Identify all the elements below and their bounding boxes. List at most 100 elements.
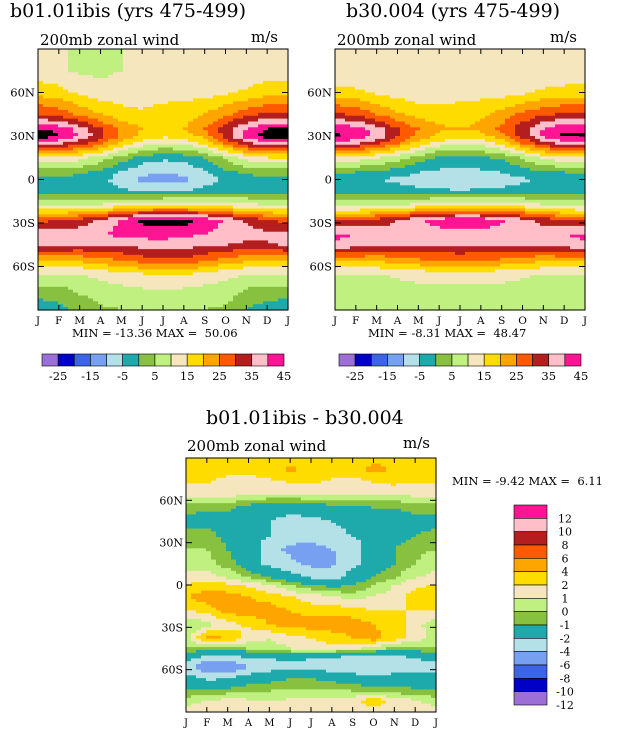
heatmap-cell — [128, 141, 134, 146]
heatmap-cell — [253, 260, 259, 265]
heatmap-cell — [183, 51, 189, 56]
heatmap-cell — [63, 269, 69, 273]
heatmap-cell — [173, 208, 179, 212]
heatmap-cell — [335, 298, 341, 302]
heatmap-cell — [98, 176, 104, 181]
heatmap-cell — [198, 275, 204, 279]
heatmap-cell — [198, 217, 204, 221]
heatmap-cell — [188, 182, 194, 186]
heatmap-cell — [283, 83, 289, 88]
heatmap-cell — [138, 220, 144, 224]
heatmap-cell — [273, 246, 279, 250]
heatmap-cell — [123, 144, 129, 149]
heatmap-cell — [73, 51, 79, 56]
heatmap-cell — [263, 51, 269, 56]
heatmap-cell — [143, 98, 149, 102]
heatmap-cell — [283, 254, 289, 259]
heatmap-cell — [238, 176, 244, 181]
heatmap-cell — [193, 205, 199, 210]
heatmap-cell — [208, 272, 214, 276]
heatmap-cell — [153, 191, 159, 195]
heatmap-cell — [83, 205, 89, 210]
heatmap-cell — [258, 254, 264, 259]
heatmap-cell — [168, 150, 174, 154]
heatmap-cell — [113, 118, 119, 123]
heatmap-cell — [168, 89, 174, 94]
heatmap-cell — [350, 141, 356, 146]
heatmap-cell — [263, 304, 269, 308]
heatmap-cell — [203, 144, 209, 149]
heatmap-cell — [183, 217, 189, 221]
heatmap-cell — [38, 252, 44, 256]
heatmap-cell — [263, 214, 269, 218]
heatmap-cell — [78, 49, 84, 53]
heatmap-cell — [53, 49, 59, 53]
heatmap-cell — [278, 75, 284, 79]
heatmap-cell — [243, 234, 249, 239]
heatmap-cell — [188, 107, 194, 111]
heatmap-cell — [178, 98, 184, 102]
heatmap-cell — [183, 269, 189, 273]
heatmap-cell — [218, 246, 224, 250]
heatmap-cell — [193, 165, 199, 169]
heatmap-cell — [228, 275, 234, 279]
heatmap-cell — [143, 86, 149, 91]
heatmap-cell — [208, 165, 214, 169]
heatmap-cell — [108, 63, 114, 67]
heatmap-cell — [350, 240, 356, 244]
heatmap-cell — [93, 257, 99, 262]
heatmap-cell — [108, 199, 114, 204]
heatmap-cell — [133, 60, 139, 65]
heatmap-cell — [43, 202, 49, 207]
heatmap-cell — [143, 54, 149, 59]
heatmap-cell — [113, 225, 119, 230]
heatmap-cell — [108, 289, 114, 294]
heatmap-cell — [88, 298, 94, 302]
heatmap-cell — [68, 237, 74, 241]
heatmap-cell — [258, 89, 264, 94]
heatmap-cell — [128, 176, 134, 181]
heatmap-cell — [283, 170, 289, 175]
heatmap-cell — [53, 257, 59, 262]
heatmap-cell — [113, 144, 119, 149]
panel1-units: m/s — [251, 28, 278, 46]
heatmap-cell — [340, 237, 346, 241]
heatmap-cell — [243, 240, 249, 244]
heatmap-cell — [228, 295, 234, 299]
heatmap-cell — [213, 283, 219, 288]
heatmap-cell — [128, 275, 134, 279]
heatmap-cell — [223, 252, 229, 256]
heatmap-cell — [243, 167, 249, 172]
heatmap-cell — [183, 194, 189, 198]
heatmap-cell — [148, 283, 154, 288]
heatmap-cell — [93, 86, 99, 91]
heatmap-cell — [83, 283, 89, 288]
heatmap-cell — [163, 225, 169, 230]
heatmap-cell — [53, 252, 59, 256]
heatmap-cell — [228, 92, 234, 96]
heatmap-cell — [283, 153, 289, 157]
heatmap-cell — [113, 63, 119, 67]
heatmap-cell — [263, 60, 269, 65]
heatmap-cell — [283, 292, 289, 297]
heatmap-cell — [283, 98, 289, 102]
heatmap-cell — [213, 109, 219, 114]
heatmap-cell — [345, 194, 351, 198]
heatmap-cell — [78, 191, 84, 195]
heatmap-cell — [173, 269, 179, 273]
heatmap-cell — [163, 252, 169, 256]
heatmap-cell — [78, 196, 84, 201]
heatmap-cell — [183, 202, 189, 207]
heatmap-cell — [83, 141, 89, 146]
heatmap-cell — [248, 301, 254, 305]
heatmap-cell — [178, 295, 184, 299]
heatmap-cell — [178, 240, 184, 244]
heatmap-cell — [340, 86, 346, 91]
heatmap-cell — [143, 220, 149, 224]
heatmap-cell — [133, 133, 139, 137]
heatmap-cell — [198, 266, 204, 270]
heatmap-cell — [38, 199, 44, 204]
heatmap-cell — [238, 170, 244, 175]
heatmap-cell — [238, 252, 244, 256]
heatmap-cell — [113, 295, 119, 299]
